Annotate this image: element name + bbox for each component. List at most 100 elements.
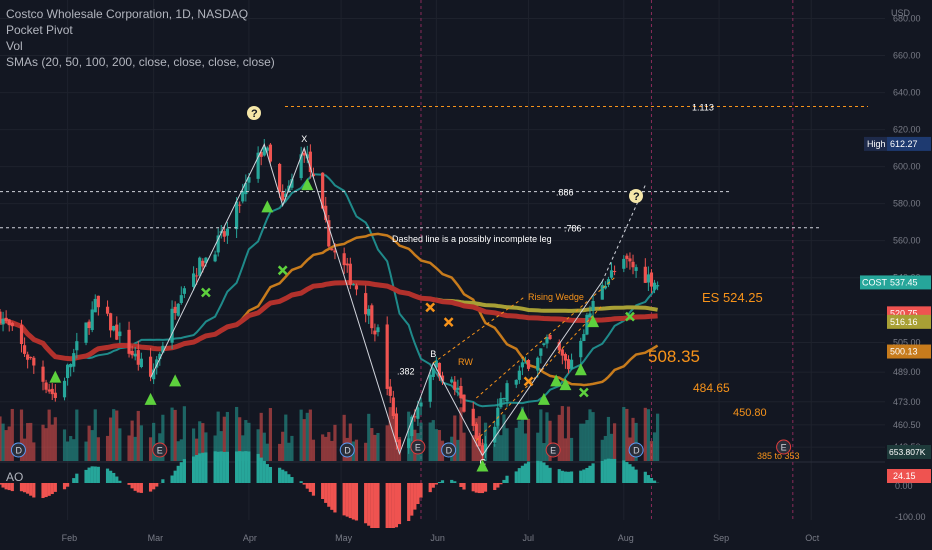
candle-body <box>351 284 355 286</box>
ao-bar <box>514 471 518 483</box>
volume-bar <box>47 409 51 461</box>
ao-bar <box>370 483 374 529</box>
candle-body <box>198 257 202 276</box>
volume-bar <box>198 421 202 461</box>
event-label: E <box>781 443 787 453</box>
volume-bar <box>136 410 140 461</box>
volume-bar <box>284 414 288 461</box>
ao-bar <box>397 483 402 525</box>
candle-body <box>502 398 506 400</box>
sma-200 <box>0 280 658 362</box>
ao-bar <box>41 483 45 499</box>
volume-bar <box>133 436 137 461</box>
candle-body <box>130 350 134 356</box>
volume-bar <box>431 420 435 461</box>
candle-body <box>579 340 583 358</box>
price-target: 385 to 353 <box>757 451 800 461</box>
volume-bar <box>603 435 607 461</box>
candle-body <box>10 322 14 327</box>
ao-bar <box>19 483 24 492</box>
volume-bar <box>505 428 509 461</box>
candle-body <box>462 394 466 412</box>
volume-bar <box>222 416 226 461</box>
volume-bar <box>170 407 174 461</box>
volume-bar <box>278 443 282 461</box>
ao-bar <box>44 483 48 498</box>
price-target: 508.35 <box>648 347 700 366</box>
ao-bar <box>308 483 312 492</box>
ao-bar <box>179 462 183 483</box>
volume-bar <box>238 417 242 461</box>
volume-bar <box>499 435 503 461</box>
time-axis-tick: Sep <box>713 533 729 543</box>
candle-body <box>453 381 457 390</box>
candle-body <box>87 321 91 329</box>
candle-body <box>419 402 423 407</box>
candle-body <box>41 366 45 382</box>
ao-bar <box>268 466 273 483</box>
volume-bar <box>32 442 36 461</box>
volume-bar <box>118 428 122 461</box>
pocket-pivot-marker <box>144 392 157 405</box>
question-mark: ? <box>251 108 258 120</box>
ao-bar <box>416 483 420 505</box>
ao-bar <box>477 483 481 494</box>
ao-bar <box>284 471 288 483</box>
question-mark: ? <box>633 191 640 203</box>
volume-bar <box>539 409 543 461</box>
ao-bar <box>112 472 116 483</box>
ao-bar <box>90 466 94 483</box>
ao-bar <box>235 451 239 483</box>
candle-body <box>47 389 51 392</box>
candle-body <box>26 354 30 360</box>
wedge-upper-ext <box>432 295 526 364</box>
price-marker: 612.27 <box>890 139 918 149</box>
candle-body <box>560 349 564 356</box>
ao-bar <box>330 483 334 510</box>
candle-body <box>133 353 137 357</box>
volume-bar <box>348 423 352 461</box>
candle-body <box>523 362 528 364</box>
volume-bar <box>268 408 273 461</box>
ao-bar <box>536 460 540 483</box>
drawings: 1.113 .886 .786 .382 <box>0 102 868 457</box>
candle-body <box>450 379 454 383</box>
ao-bar <box>391 483 395 531</box>
volume-bar <box>259 412 263 461</box>
fib-level-label: .886 <box>556 188 574 198</box>
indicator-volume[interactable]: Vol <box>6 39 23 53</box>
ao-bar <box>75 473 79 483</box>
candle-body <box>477 435 481 447</box>
volume-bar <box>191 428 196 461</box>
volume-bar <box>643 407 647 461</box>
ao-bar <box>634 469 638 483</box>
indicator-pocket-pivot[interactable]: Pocket Pivot <box>6 23 73 37</box>
candle-body <box>321 172 325 209</box>
candle-body <box>622 258 626 269</box>
pocket-pivot-marker <box>559 378 572 391</box>
volume-bar <box>29 422 33 461</box>
ao-bar <box>148 483 153 492</box>
ao-bar <box>222 451 226 483</box>
event-icon <box>628 442 644 458</box>
volume-bar <box>182 406 186 461</box>
ao-bar <box>133 483 137 491</box>
indicator-smas[interactable]: SMAs (20, 50, 100, 200, close, close, cl… <box>6 55 275 69</box>
candle-body <box>505 383 509 402</box>
volume-bar <box>391 411 395 461</box>
event-icon <box>339 442 355 458</box>
ao-histogram <box>0 451 660 534</box>
price-marker: 500.13 <box>890 347 918 357</box>
price-marker: 520.75 <box>890 308 918 318</box>
candle-body <box>646 274 650 283</box>
ao-label[interactable]: AO <box>6 470 24 484</box>
price-axis-tick: 489.00 <box>893 367 921 377</box>
ao-bar <box>410 483 414 516</box>
candle-body <box>308 151 312 172</box>
event-label: E <box>157 446 163 456</box>
candle-body <box>75 341 79 351</box>
volume-bar <box>453 415 457 461</box>
candle-body <box>563 353 568 361</box>
volume-bar <box>324 436 328 461</box>
